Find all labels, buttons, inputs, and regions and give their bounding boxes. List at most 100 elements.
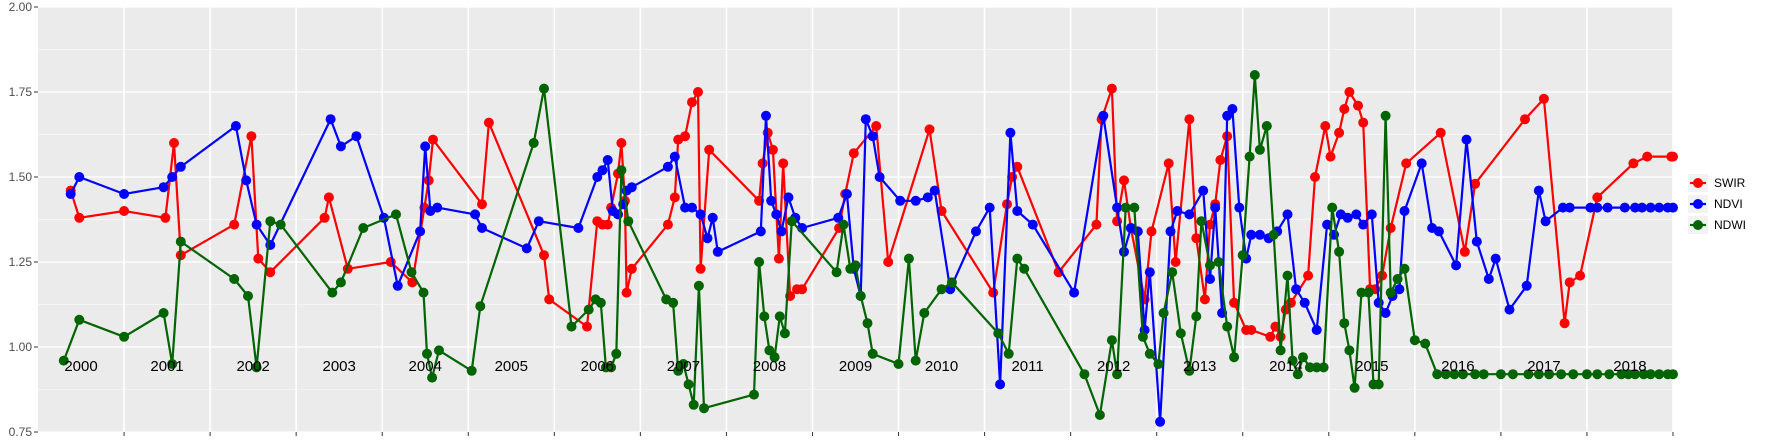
data-point-ndwi bbox=[1112, 369, 1123, 380]
data-point-ndvi bbox=[1602, 202, 1613, 213]
data-point-ndwi bbox=[1129, 202, 1140, 213]
data-point-ndvi bbox=[420, 141, 431, 152]
data-point-ndwi bbox=[1167, 267, 1178, 278]
data-point-ndvi bbox=[1069, 287, 1080, 298]
data-point-ndvi bbox=[613, 209, 623, 220]
data-point-ndvi bbox=[707, 212, 718, 223]
legend-label-swir: SWIR bbox=[1714, 176, 1746, 190]
data-point-ndwi bbox=[1645, 369, 1656, 380]
data-point-ndwi bbox=[1196, 216, 1207, 227]
data-point-ndvi bbox=[1005, 127, 1016, 138]
data-point-ndvi bbox=[415, 226, 426, 237]
legend-key-ndwi bbox=[1693, 220, 1703, 230]
data-point-ndwi bbox=[1079, 369, 1090, 380]
data-point-swir bbox=[169, 138, 179, 148]
data-point-swir bbox=[1344, 87, 1355, 97]
data-point-ndwi bbox=[422, 348, 432, 359]
data-point-swir bbox=[1215, 155, 1226, 165]
data-point-ndwi bbox=[1507, 369, 1518, 380]
data-point-ndwi bbox=[1261, 121, 1272, 131]
data-point-ndwi bbox=[1292, 369, 1303, 380]
data-point-ndwi bbox=[335, 277, 346, 288]
data-point-ndvi bbox=[1165, 226, 1176, 237]
data-point-ndwi bbox=[867, 348, 878, 359]
data-point-swir bbox=[757, 158, 768, 169]
data-point-ndwi bbox=[1191, 311, 1202, 322]
data-point-ndwi bbox=[668, 297, 679, 308]
data-point-ndvi bbox=[867, 131, 878, 142]
data-point-ndwi bbox=[1363, 287, 1374, 298]
data-point-swir bbox=[1401, 158, 1412, 169]
data-point-ndvi bbox=[626, 182, 637, 193]
data-point-ndvi bbox=[680, 202, 691, 213]
data-point-swir bbox=[119, 206, 130, 216]
data-point-ndvi bbox=[702, 233, 713, 244]
data-point-ndvi bbox=[175, 161, 186, 172]
data-point-ndvi bbox=[470, 209, 481, 220]
data-point-swir bbox=[1334, 127, 1345, 138]
data-point-ndwi bbox=[749, 389, 759, 400]
data-point-ndvi bbox=[1592, 202, 1603, 213]
data-point-ndwi bbox=[910, 355, 921, 366]
data-point-swir bbox=[323, 192, 334, 203]
data-point-ndvi bbox=[1222, 110, 1233, 121]
data-point-swir bbox=[1285, 297, 1296, 308]
year-label: 2014 bbox=[1269, 358, 1302, 375]
data-point-ndvi bbox=[1012, 206, 1023, 216]
data-point-swir bbox=[1265, 331, 1276, 342]
data-point-ndvi bbox=[1282, 209, 1293, 220]
data-point-ndvi bbox=[432, 202, 443, 213]
data-point-ndwi bbox=[1399, 263, 1410, 274]
year-label: 2011 bbox=[1011, 358, 1043, 375]
data-point-swir bbox=[1106, 83, 1117, 94]
data-point-swir bbox=[616, 138, 627, 148]
data-point-ndwi bbox=[566, 321, 577, 332]
data-point-swir bbox=[1146, 226, 1157, 237]
data-point-ndwi bbox=[358, 223, 369, 233]
data-point-ndwi bbox=[786, 216, 797, 227]
data-point-ndvi bbox=[521, 243, 532, 254]
year-label: 2015 bbox=[1355, 358, 1388, 375]
year-label: 2000 bbox=[64, 358, 97, 375]
data-point-swir bbox=[1470, 178, 1481, 189]
data-point-ndvi bbox=[669, 151, 680, 162]
data-point-ndwi bbox=[946, 277, 957, 288]
data-point-ndwi bbox=[616, 165, 627, 176]
data-point-ndwi bbox=[611, 348, 622, 359]
data-point-ndwi bbox=[1268, 229, 1279, 240]
year-label: 2010 bbox=[925, 358, 958, 375]
data-point-ndvi bbox=[1416, 158, 1427, 169]
data-point-ndwi bbox=[1311, 362, 1322, 373]
data-point-ndvi bbox=[1342, 212, 1353, 223]
data-point-ndvi bbox=[1399, 206, 1410, 216]
data-point-swir bbox=[1435, 127, 1446, 138]
data-point-ndvi bbox=[833, 212, 844, 223]
data-point-swir bbox=[582, 321, 592, 332]
data-point-swir bbox=[1229, 297, 1240, 308]
data-point-ndvi bbox=[1172, 206, 1183, 216]
data-point-ndwi bbox=[1120, 202, 1131, 213]
data-point-ndwi bbox=[769, 352, 780, 363]
data-point-ndwi bbox=[119, 331, 130, 342]
data-point-ndvi bbox=[1112, 202, 1123, 213]
data-point-ndvi bbox=[573, 223, 584, 233]
data-point-ndvi bbox=[1451, 260, 1462, 271]
data-point-ndvi bbox=[761, 110, 771, 121]
y-tick-label: 2.00 bbox=[9, 0, 33, 14]
data-point-ndwi bbox=[779, 328, 790, 339]
data-point-ndvi bbox=[860, 114, 871, 125]
year-label: 2002 bbox=[236, 358, 269, 375]
data-point-ndwi bbox=[1213, 257, 1224, 267]
data-point-ndwi bbox=[265, 216, 276, 227]
data-point-ndvi bbox=[695, 209, 706, 220]
data-point-ndvi bbox=[167, 172, 178, 182]
data-point-ndwi bbox=[1495, 369, 1506, 380]
data-point-swir bbox=[883, 257, 894, 267]
data-point-ndvi bbox=[687, 202, 697, 213]
data-point-swir bbox=[265, 267, 276, 278]
data-point-ndwi bbox=[1568, 369, 1579, 380]
data-point-ndvi bbox=[1490, 253, 1501, 264]
data-point-ndvi bbox=[1504, 304, 1515, 315]
data-point-ndvi bbox=[1564, 202, 1575, 213]
data-point-ndvi bbox=[392, 280, 403, 291]
